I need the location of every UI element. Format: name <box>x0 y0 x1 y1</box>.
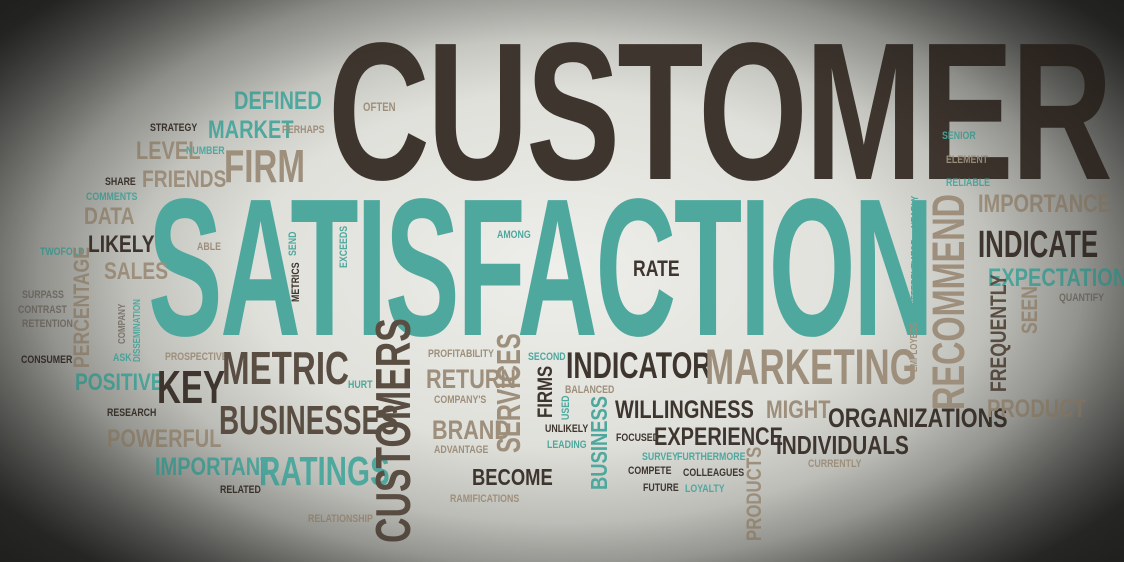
word-consumer: CONSUMER <box>21 354 73 366</box>
word-number: NUMBER <box>186 145 225 157</box>
word-dissemination: DISSEMINATION <box>132 299 143 362</box>
word-differentiator: DIFFERENTIATOR <box>910 238 921 308</box>
word-nearly: NEARLY <box>910 195 921 228</box>
word-quantify: QUANTIFY <box>1059 292 1104 304</box>
word-firms: FIRMS <box>534 365 557 418</box>
word-importance: IMPORTANCE <box>978 190 1111 218</box>
word-used: USED <box>560 395 572 420</box>
word-customers: CUSTOMERS <box>367 318 421 543</box>
word-friends: FRIENDS <box>142 166 227 193</box>
word-leading: LEADING <box>547 439 587 451</box>
word-surpass: SURPASS <box>22 289 64 301</box>
word-firm: FIRM <box>224 140 305 192</box>
word-reliable: RELIABLE <box>946 177 990 189</box>
word-advantage: ADVANTAGE <box>434 444 489 456</box>
word-organizations: ORGANIZATIONS <box>828 403 1008 433</box>
word-rate: RATE <box>633 256 680 281</box>
word-individuals: INDIVIDUALS <box>776 430 909 460</box>
word-important: IMPORTANT <box>155 453 273 481</box>
word-might: MIGHT <box>766 396 831 424</box>
word-often: OFTEN <box>363 100 396 114</box>
word-product: PRODUCT <box>987 395 1086 423</box>
word-future: FUTURE <box>643 482 679 494</box>
word-frequently: FREQUENTLY <box>986 274 1011 392</box>
word-element: ELEMENT <box>946 154 989 166</box>
word-ask: ASK <box>113 352 132 364</box>
word-products: PRODUCTS <box>743 446 766 541</box>
word-data: DATA <box>84 203 135 230</box>
word-retention: RETENTION <box>22 318 73 330</box>
word-companys: COMPANY'S <box>434 394 487 406</box>
word-furthermore: FURTHERMORE <box>677 451 746 463</box>
word-services: SERVICES <box>490 333 527 453</box>
word-share: SHARE <box>105 176 136 188</box>
word-become: BECOME <box>472 464 553 490</box>
word-metric: METRIC <box>222 342 349 394</box>
word-positive: POSITIVE <box>75 369 164 396</box>
word-able: ABLE <box>197 241 221 253</box>
word-ramifications: RAMIFICATIONS <box>450 493 520 505</box>
word-send: SEND <box>287 231 299 256</box>
word-satisfaction: SATISFACTION <box>148 158 934 377</box>
word-currently: CURRENTLY <box>808 458 862 470</box>
word-focused: FOCUSED <box>616 432 660 444</box>
word-seen: SEEN <box>1017 286 1042 334</box>
word-business: BUSINESS <box>586 395 612 490</box>
word-exceeds: EXCEEDS <box>338 225 350 268</box>
word-strategy: STRATEGY <box>150 122 198 134</box>
word-marketing: MARKETING <box>705 339 917 395</box>
word-second: SECOND <box>528 351 566 363</box>
word-compete: COMPETE <box>628 465 672 477</box>
word-percentage: PERCENTAGE <box>69 247 94 368</box>
word-unlikely: UNLIKELY <box>545 423 589 435</box>
word-recommend: RECOMMEND <box>923 193 974 410</box>
word-research: RESEARCH <box>107 407 157 419</box>
word-perhaps: PERHAPS <box>282 124 325 136</box>
word-profitability: PROFITABILITY <box>428 348 494 360</box>
word-related: RELATED <box>220 484 261 496</box>
word-powerful: POWERFUL <box>107 425 222 453</box>
word-senior: SENIOR <box>942 130 976 142</box>
word-among: AMONG <box>497 229 531 241</box>
word-indicator: INDICATOR <box>566 345 712 386</box>
word-defined: DEFINED <box>234 87 322 115</box>
word-sales: SALES <box>104 258 169 285</box>
word-company: COMPANY <box>117 303 128 344</box>
word-colleagues: COLLEAGUES <box>683 467 745 479</box>
word-indicate: INDICATE <box>978 224 1099 266</box>
word-key: KEY <box>157 361 226 413</box>
word-willingness: WILLINGNESS <box>615 396 754 424</box>
word-loyalty: LOYALTY <box>685 483 725 495</box>
word-relationship: RELATIONSHIP <box>308 513 373 525</box>
word-contrast: CONTRAST <box>18 304 67 316</box>
word-survey: SURVEY <box>642 451 679 463</box>
word-likely: LIKELY <box>88 231 155 258</box>
word-balanced: BALANCED <box>565 384 615 396</box>
word-comments: COMMENTS <box>86 191 138 203</box>
word-metrics: METRICS <box>290 262 302 302</box>
